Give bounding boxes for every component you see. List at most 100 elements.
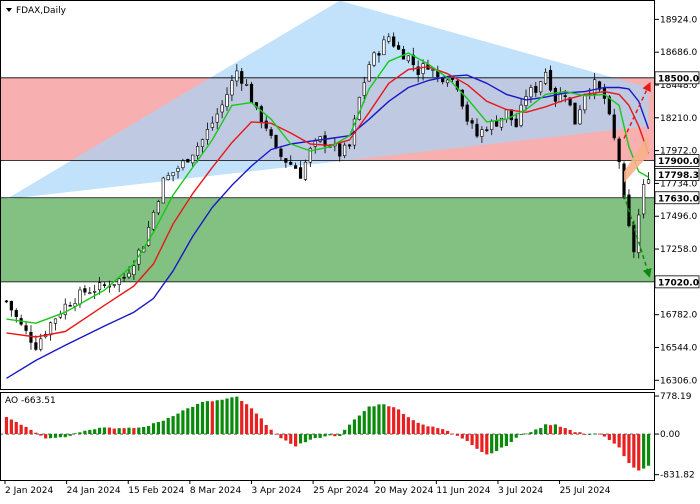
ao-bar bbox=[210, 401, 214, 435]
ao-bar bbox=[225, 398, 229, 435]
level-label: 17900.0 bbox=[658, 157, 699, 167]
main-plot-area[interactable] bbox=[0, 0, 655, 379]
ao-bar bbox=[313, 434, 317, 438]
ao-bar bbox=[259, 418, 263, 435]
ao-plot-area[interactable] bbox=[0, 396, 655, 471]
candle-body bbox=[347, 144, 352, 147]
ao-bar bbox=[112, 428, 116, 435]
candle-body bbox=[597, 81, 602, 90]
candle-body bbox=[524, 96, 528, 106]
candle-body bbox=[230, 80, 234, 96]
ao-bar bbox=[548, 425, 553, 435]
ao-bar bbox=[578, 432, 582, 435]
candle-body bbox=[78, 289, 82, 305]
ao-bar bbox=[132, 428, 136, 435]
ao-bar bbox=[117, 428, 121, 435]
ao-bar bbox=[347, 424, 352, 435]
ao-bar bbox=[249, 408, 254, 435]
ao-bar bbox=[156, 422, 160, 435]
ao-bar bbox=[387, 406, 391, 435]
ma-fast-line bbox=[6, 52, 649, 324]
ao-bar bbox=[553, 424, 558, 435]
candle-body bbox=[387, 36, 391, 42]
candle-body bbox=[146, 227, 151, 246]
candle-body bbox=[362, 82, 366, 96]
ao-bar bbox=[171, 416, 175, 435]
ao-bar bbox=[627, 434, 631, 464]
ao-bar bbox=[401, 413, 406, 435]
candle-body bbox=[156, 201, 160, 214]
ao-bar bbox=[406, 417, 410, 435]
ao-bar bbox=[646, 434, 651, 466]
candle-body bbox=[578, 109, 582, 125]
candle-body bbox=[568, 97, 572, 106]
ao-bar bbox=[78, 432, 82, 435]
ao-bar bbox=[460, 434, 464, 439]
candle-body bbox=[269, 129, 273, 136]
x-tick-label: 20 May 2024 bbox=[375, 486, 434, 496]
ao-bar bbox=[298, 434, 303, 444]
ao-bar bbox=[240, 400, 244, 435]
ao-bar bbox=[617, 434, 621, 448]
y-tick-label: 16544.0 bbox=[660, 343, 697, 353]
ao-bar bbox=[411, 420, 415, 435]
y-tick-label: 17258.0 bbox=[660, 245, 697, 255]
ao-bar bbox=[254, 413, 259, 435]
candle-body bbox=[460, 89, 464, 107]
x-tick-label: 3 Jul 2024 bbox=[498, 486, 543, 496]
candle-body bbox=[637, 214, 641, 253]
ao-bar bbox=[151, 423, 156, 435]
ao-bar bbox=[19, 424, 23, 435]
support-zone bbox=[0, 197, 655, 282]
ao-bar bbox=[107, 427, 111, 435]
ao-bar bbox=[637, 434, 641, 471]
ao-bar bbox=[455, 434, 459, 436]
candle-body bbox=[186, 159, 190, 163]
level-label-box bbox=[654, 275, 700, 289]
ao-bar bbox=[426, 426, 430, 435]
candle-body bbox=[563, 95, 567, 97]
candle-body bbox=[343, 144, 347, 156]
x-tick-label: 15 Feb 2024 bbox=[128, 486, 184, 496]
ao-bar bbox=[303, 434, 308, 443]
candle-body bbox=[475, 123, 479, 137]
y-tick-label: 18448.0 bbox=[660, 81, 697, 91]
candles bbox=[4, 32, 651, 352]
candle-body bbox=[29, 332, 33, 343]
candle-body bbox=[117, 278, 121, 285]
candle-body bbox=[127, 272, 131, 278]
candle-body bbox=[298, 167, 303, 179]
candle-body bbox=[14, 310, 18, 318]
candle-body bbox=[196, 146, 200, 156]
ao-bar bbox=[122, 428, 126, 435]
ao-bar bbox=[583, 434, 587, 435]
x-tick-label: 11 Jun 2024 bbox=[436, 486, 490, 496]
candle-body bbox=[612, 114, 616, 139]
ao-bar bbox=[279, 434, 283, 439]
candle-body bbox=[392, 36, 396, 47]
ao-bar bbox=[612, 434, 616, 444]
candle-body bbox=[519, 104, 523, 126]
candle-body bbox=[573, 102, 577, 125]
ao-bar bbox=[568, 429, 572, 435]
candle-body bbox=[259, 106, 263, 123]
ao-bar bbox=[372, 406, 376, 435]
ao-bar bbox=[593, 433, 597, 435]
triangle-down-icon[interactable] bbox=[6, 8, 12, 12]
ao-bar bbox=[367, 406, 371, 435]
candle-body bbox=[166, 175, 170, 181]
candle-body bbox=[83, 288, 87, 293]
candle-body bbox=[284, 158, 288, 163]
ao-bar bbox=[338, 434, 342, 437]
ao-bar bbox=[88, 429, 92, 435]
level-label-box bbox=[654, 191, 700, 205]
candle-body bbox=[504, 109, 509, 120]
ao-bar bbox=[235, 396, 239, 435]
ao-bar bbox=[607, 434, 611, 441]
ao-bar bbox=[127, 427, 131, 435]
candle-body bbox=[294, 165, 298, 169]
candle-body bbox=[112, 284, 116, 286]
ao-bar bbox=[220, 399, 224, 435]
ao-bar bbox=[382, 404, 386, 435]
